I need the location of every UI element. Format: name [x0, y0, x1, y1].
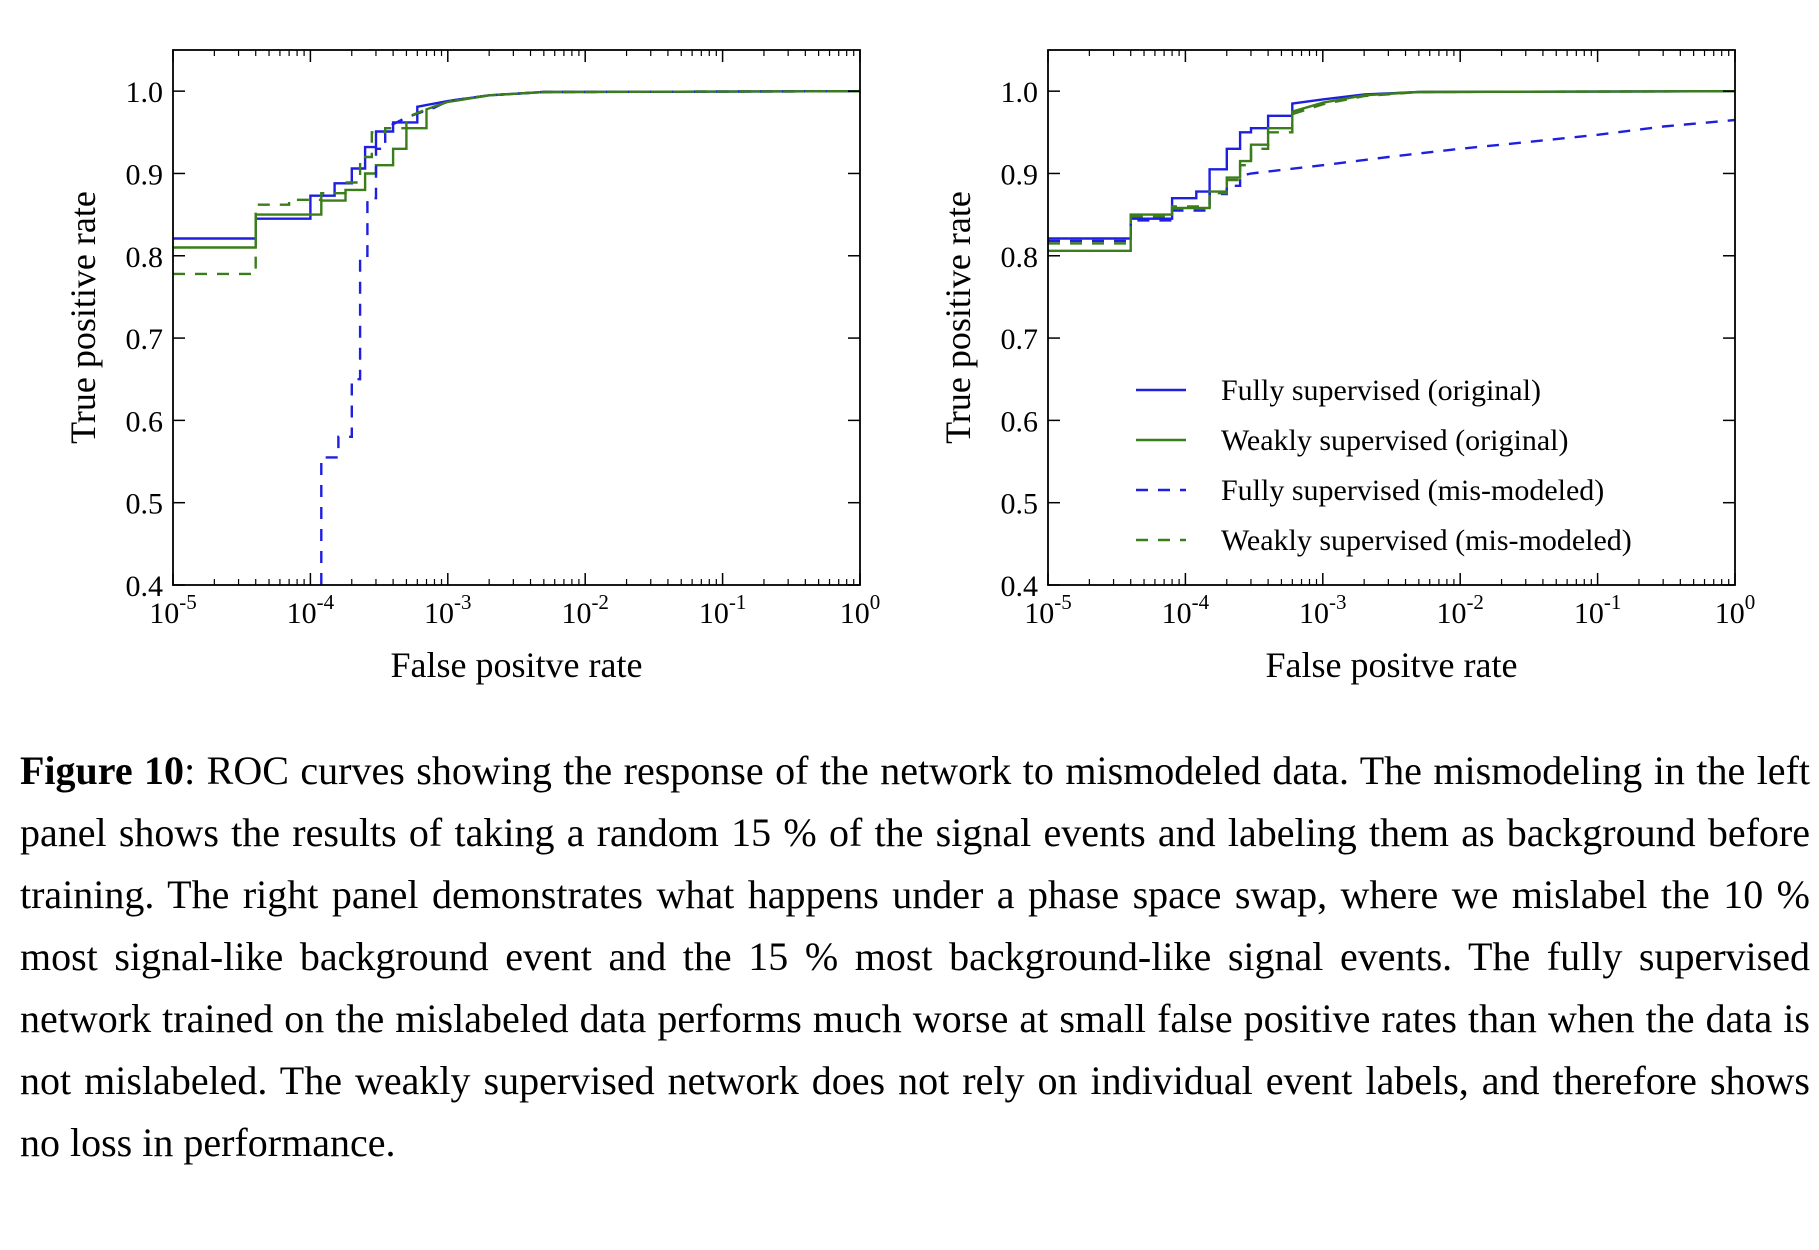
y-tick-label: 0.7 [126, 323, 164, 356]
x-axis-label: False positve rate [1266, 645, 1518, 685]
legend-entry-label: Weakly supervised (mis-modeled) [1221, 524, 1632, 557]
x-tick-label: 10-1 [699, 590, 747, 630]
series-group [1048, 90, 1735, 253]
series-line-dashed-3 [1048, 90, 1735, 245]
y-tick-label: 0.6 [126, 405, 164, 438]
x-tick-label: 100 [840, 590, 881, 630]
legend: Fully supervised (original) Weakly superv… [1136, 374, 1632, 557]
series-line-solid-1 [173, 90, 860, 249]
series-line-solid-0 [173, 90, 860, 240]
left-roc-panel: 10-5 10-4 10-3 10-2 10-1 100 0.4 0.5 0.6 0.7 0.8 0.… [63, 49, 881, 685]
series-group [173, 90, 860, 585]
y-tick-label: 1.0 [1001, 76, 1039, 109]
y-tick-label: 0.8 [1001, 241, 1039, 274]
y-tick-label: 0.5 [1001, 488, 1039, 521]
y-tick-label: 0.9 [1001, 158, 1039, 191]
x-tick-label: 10-3 [1299, 590, 1347, 630]
figure-label: Figure 10 [20, 748, 185, 793]
y-tick-label: 0.5 [126, 488, 164, 521]
y-tick-label: 1.0 [126, 76, 164, 109]
y-tick-label: 0.4 [126, 570, 164, 603]
series-line-dashed-2 [1048, 118, 1735, 243]
x-tick-label: 10-5 [1024, 590, 1072, 630]
y-axis-label: True positive rate [938, 191, 978, 444]
y-tick-label: 0.6 [1001, 405, 1039, 438]
x-tick-label: 10-4 [1162, 590, 1210, 630]
y-tick-label: 0.9 [126, 158, 164, 191]
roc-figure: 10-5 10-4 10-3 10-2 10-1 100 0.4 0.5 0.6 0.7 0.8 0.… [63, 49, 1756, 685]
right-roc-panel: 10-5 10-4 10-3 10-2 10-1 100 0.4 0.5 0.6 0.7 0.8 0.… [938, 49, 1756, 685]
y-tick-label: 0.7 [1001, 323, 1039, 356]
series-line-solid-1 [1048, 90, 1735, 253]
plot-frame [172, 49, 861, 586]
x-tick-label: 10-2 [561, 590, 609, 630]
x-tick-label: 10-5 [149, 590, 197, 630]
caption-text: : ROC curves showing the response of the… [20, 748, 1810, 1165]
legend-entry-label: Weakly supervised (original) [1221, 424, 1568, 457]
y-axis-label: True positive rate [63, 191, 103, 444]
figure-caption: Figure 10: ROC curves showing the respon… [20, 740, 1810, 1174]
x-tick-label: 10-4 [287, 590, 335, 630]
series-line-solid-0 [1048, 90, 1735, 240]
y-tick-label: 0.4 [1001, 570, 1039, 603]
x-tick-label: 10-3 [424, 590, 472, 630]
series-line-dashed-3 [173, 90, 860, 276]
legend-entry-label: Fully supervised (original) [1221, 374, 1541, 407]
plot-frame [1047, 49, 1736, 586]
x-tick-label: 100 [1715, 590, 1756, 630]
legend-entry-label: Fully supervised (mis-modeled) [1221, 474, 1604, 507]
x-axis-label: False positve rate [391, 645, 643, 685]
x-tick-label: 10-2 [1436, 590, 1484, 630]
series-line-dashed-2 [320, 90, 860, 585]
x-tick-label: 10-1 [1574, 590, 1622, 630]
y-tick-label: 0.8 [126, 241, 164, 274]
